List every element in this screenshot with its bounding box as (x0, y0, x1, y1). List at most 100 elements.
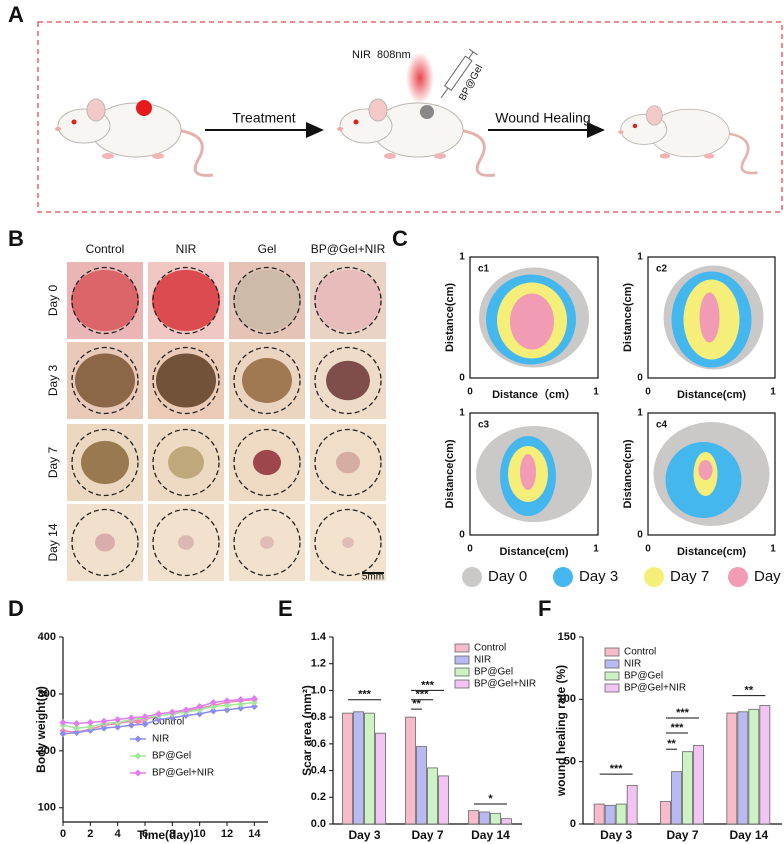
column-header: NIR (176, 242, 197, 256)
y-axis-label: Scar area (mm²) (300, 685, 314, 776)
point (59, 730, 67, 738)
axis-label: Distance(cm) (677, 546, 746, 558)
y-tick-label: 1.4 (311, 631, 327, 643)
point (196, 710, 204, 718)
point (250, 698, 258, 706)
tick-label: 1 (770, 387, 776, 398)
column-header: BP@Gel+NIR (311, 242, 386, 256)
legend-label: Day 14 (754, 568, 784, 585)
point (250, 702, 258, 710)
plot-frame (469, 412, 599, 536)
significance-label: *** (676, 707, 690, 719)
plot-frame (647, 256, 776, 379)
wound (178, 535, 194, 550)
step-label: Wound Healing (495, 110, 590, 126)
wound-area (699, 292, 720, 343)
y-tick-label: 100 (38, 802, 56, 814)
column-header: Gel (258, 242, 277, 256)
significance-label: *** (421, 679, 435, 691)
panel-label: F (538, 596, 551, 621)
x-tick-label: Day 7 (411, 828, 443, 842)
row-label: Day 7 (46, 447, 60, 479)
tick-label: 1 (770, 544, 776, 555)
point (86, 723, 94, 731)
bar (427, 767, 438, 825)
point (100, 724, 108, 732)
wound-outline (71, 428, 139, 497)
legend-label: BP@Gel+NIR (624, 683, 686, 694)
point (223, 697, 231, 705)
legend-label: Day 0 (488, 568, 527, 585)
y-axis-label: Body weight(g) (34, 686, 48, 773)
x-tick-label: Day 14 (471, 828, 510, 842)
y-tick-label: 100 (558, 693, 576, 705)
syringe (440, 48, 478, 99)
column-header: Control (86, 242, 125, 256)
y-tick-label: 150 (558, 631, 576, 643)
bar (604, 804, 616, 825)
wound (253, 449, 281, 476)
legend-label: Control (152, 717, 184, 728)
point (223, 706, 231, 714)
y-tick-label: 0.4 (311, 764, 327, 776)
legend-label: BP@Gel+NIR (474, 679, 536, 690)
tick-label: 0 (459, 530, 465, 541)
tick-label: 0 (467, 387, 473, 398)
legend-marker (134, 752, 142, 760)
x-tick-label: Day 3 (600, 828, 632, 842)
legend-marker (454, 643, 470, 653)
significance-label: *** (416, 689, 430, 701)
bar (490, 812, 501, 825)
wound-outline (71, 508, 139, 577)
x-tick-label: 0 (60, 828, 66, 840)
bar (342, 712, 353, 825)
legend-label: BP@Gel (624, 671, 663, 682)
wound (156, 353, 216, 408)
point (73, 724, 81, 732)
wound-outline (71, 266, 139, 335)
bar (759, 705, 771, 825)
legend-label: Day 3 (579, 568, 618, 585)
legend-label: BP@Gel (474, 667, 513, 678)
y-tick-label: 1.0 (311, 684, 326, 696)
bar (726, 712, 738, 825)
point (250, 694, 258, 702)
significance-label: ** (667, 738, 676, 750)
wound-outline (233, 346, 301, 415)
wound (81, 440, 129, 485)
mouse (616, 104, 759, 175)
y-axis-label: wound healing rate (%) (554, 665, 568, 797)
point (168, 714, 176, 722)
subplot-label: c4 (656, 420, 668, 431)
bar (353, 711, 364, 825)
axis-label: Distance(cm) (622, 283, 634, 352)
x-tick-label: 4 (115, 828, 122, 840)
bar (748, 708, 760, 825)
wound-outline (152, 428, 220, 497)
y-tick-label: 50 (564, 756, 576, 768)
bar (693, 745, 704, 825)
wound-area (698, 460, 713, 480)
legend-label: BP@Gel+NIR (152, 768, 214, 779)
x-tick-label: 12 (221, 828, 233, 840)
significance-label: *** (610, 763, 624, 775)
legend-marker (134, 718, 142, 726)
panel-label: B (8, 226, 24, 251)
wound (242, 358, 292, 403)
point (209, 702, 217, 710)
wound-outline (314, 508, 382, 577)
significance-label: ** (412, 698, 421, 710)
point (237, 700, 245, 708)
wound (336, 451, 360, 474)
wound-outline (314, 346, 382, 415)
tick-label: 0 (645, 387, 651, 398)
point (100, 717, 108, 725)
panel-label: E (278, 596, 293, 621)
wound (326, 360, 370, 401)
axis-label: Distance（cm） (492, 388, 576, 401)
x-tick-label: 6 (142, 828, 148, 840)
y-tick-label: 0.6 (311, 738, 326, 750)
panel-a-frame (37, 21, 783, 213)
legend-label: Control (474, 643, 506, 654)
